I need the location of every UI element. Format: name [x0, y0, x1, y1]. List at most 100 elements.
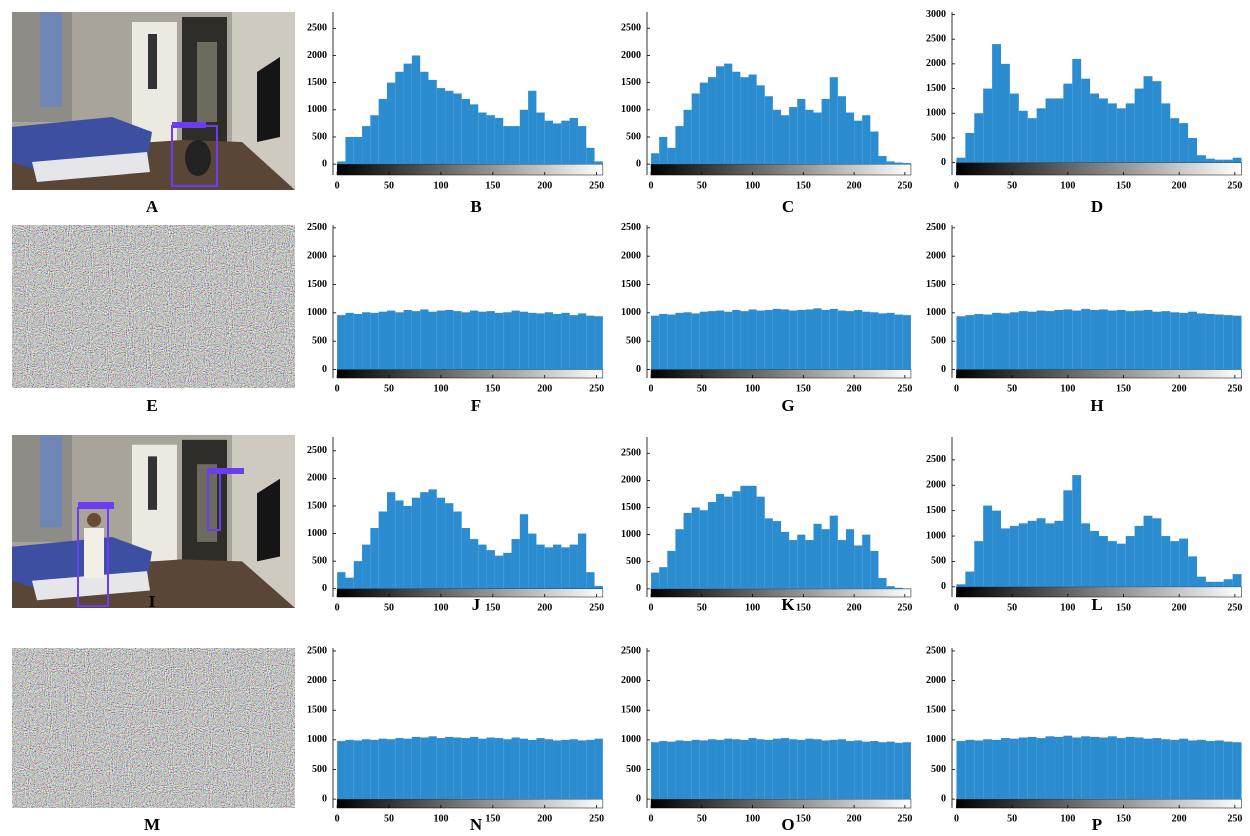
bar: [886, 586, 895, 589]
bar: [403, 505, 412, 589]
bar: [1232, 574, 1242, 587]
x-tick-label: 50: [697, 602, 707, 613]
bar: [1072, 737, 1082, 800]
x-tick-label: 250: [589, 383, 604, 394]
bar: [1107, 541, 1117, 587]
bar: [659, 313, 668, 370]
bar: [805, 738, 814, 800]
bar: [1152, 81, 1162, 163]
x-tick-label: 200: [1172, 180, 1187, 191]
bar: [1125, 311, 1135, 370]
bar: [1232, 315, 1242, 370]
bar: [594, 161, 603, 165]
y-tick-label: 0: [941, 793, 946, 804]
bar: [805, 540, 814, 589]
y-tick-label: 2000: [307, 675, 327, 686]
bar: [395, 312, 404, 370]
y-tick-label: 2000: [307, 50, 327, 61]
x-tick-label: 100: [745, 813, 760, 824]
y-tick-label: 2500: [621, 448, 641, 459]
bar: [561, 312, 570, 370]
bar: [854, 545, 863, 589]
y-tick-label: 1000: [621, 104, 641, 115]
colorbar: [336, 163, 604, 176]
bar: [983, 88, 993, 163]
bar: [764, 96, 773, 165]
bar: [1170, 541, 1180, 587]
bar: [756, 85, 765, 165]
panel-label: M: [144, 815, 160, 834]
bar: [651, 153, 660, 165]
x-tick-label: 150: [1116, 180, 1131, 191]
x-tick-label: 0: [335, 813, 340, 824]
bar: [411, 497, 421, 589]
y-tick-label: 1000: [926, 108, 946, 119]
x-tick-label: 100: [1060, 383, 1075, 394]
y-tick-label: 500: [931, 335, 946, 346]
bar: [411, 311, 421, 370]
y-tick-label: 1000: [621, 734, 641, 745]
image-i: [12, 435, 295, 608]
x-tick-label: 50: [384, 180, 394, 191]
bar: [577, 126, 587, 165]
bar: [1054, 520, 1064, 587]
y-tick-label: 2500: [307, 23, 327, 34]
bar: [478, 112, 487, 165]
bar: [1018, 523, 1028, 587]
bar: [829, 308, 838, 370]
bar: [983, 314, 993, 370]
x-tick-label: 250: [589, 813, 604, 824]
histogram: 0 500 1000 1500 2000 2500 0 50 100 150 200 250 O: [621, 645, 912, 834]
bar: [854, 310, 863, 370]
x-tick-label: 50: [1007, 180, 1017, 191]
bar: [781, 309, 790, 370]
bar: [1018, 311, 1028, 370]
bar: [1090, 310, 1099, 370]
bar: [1188, 137, 1197, 163]
bar: [878, 313, 887, 370]
bar: [1179, 538, 1189, 587]
y-tick-label: 1000: [307, 104, 327, 115]
bar: [1214, 314, 1224, 370]
y-tick-label: 1500: [307, 77, 327, 88]
bar: [395, 71, 404, 165]
bar: [436, 738, 446, 800]
y-tick-label: 1500: [621, 279, 641, 290]
bar: [724, 738, 733, 800]
y-tick-label: 500: [626, 131, 641, 142]
bar: [667, 550, 676, 589]
bar: [797, 534, 806, 589]
bar: [1232, 157, 1242, 163]
bar: [659, 136, 668, 165]
bar: [569, 544, 578, 589]
bar: [494, 117, 504, 165]
x-tick-label: 100: [433, 180, 448, 191]
bar: [724, 311, 733, 370]
x-tick-label: 250: [589, 180, 604, 191]
bar: [519, 311, 529, 370]
bar: [536, 313, 545, 370]
bar: [813, 112, 822, 165]
y-tick-label: 2000: [926, 480, 946, 491]
bar: [420, 71, 429, 165]
bar: [894, 314, 903, 370]
bar: [956, 157, 966, 163]
x-tick-label: 250: [897, 180, 912, 191]
histogram: 0 500 1000 1500 2000 2500 0 50 100 150 200 250 H: [926, 222, 1242, 415]
bar: [1134, 737, 1144, 800]
x-tick-label: 100: [433, 813, 448, 824]
bar: [403, 310, 412, 370]
bar: [453, 93, 462, 165]
x-tick-label: 100: [433, 383, 448, 394]
bar: [470, 539, 479, 589]
bar: [781, 738, 790, 800]
bar: [789, 107, 798, 165]
bar: [837, 96, 846, 165]
bar: [470, 310, 479, 370]
bar: [1232, 742, 1242, 800]
bar: [781, 115, 790, 165]
bar: [1099, 536, 1108, 587]
bar: [764, 518, 773, 589]
y-tick-label: 2500: [926, 645, 946, 656]
y-tick-label: 500: [312, 335, 327, 346]
